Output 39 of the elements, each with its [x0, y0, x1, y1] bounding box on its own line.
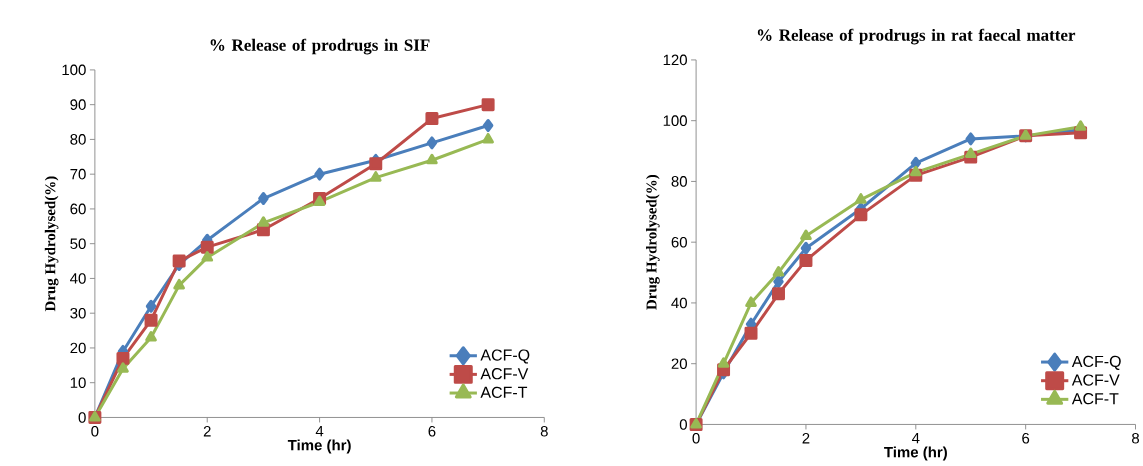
x-tick-label: 6 — [1022, 432, 1030, 444]
legend-label: ACF-Q — [480, 349, 530, 364]
y-tick-label: 60 — [671, 236, 687, 248]
y-tick-label: 10 — [70, 377, 86, 388]
legend-label: ACF-V — [480, 367, 529, 380]
legend-label: ACF-V — [1071, 374, 1120, 386]
x-tick-label: 2 — [203, 425, 211, 437]
y-tick-label: 20 — [671, 358, 687, 369]
chart-title: % Release of prodrugs in rat faecal matter — [757, 28, 1076, 45]
x-tick-label: 0 — [91, 425, 99, 437]
x-tick-label: 4 — [911, 432, 920, 444]
y-tick-label: 90 — [70, 99, 86, 110]
legend-label: ACF-T — [1071, 392, 1119, 405]
x-tick-label: 8 — [540, 425, 548, 437]
y-tick-label: 100 — [663, 115, 687, 126]
y-tick-label: 60 — [70, 203, 86, 215]
legend-label: ACF-Q — [1071, 355, 1121, 370]
x-tick-label: 0 — [692, 432, 700, 444]
x-tick-label: 8 — [1132, 432, 1140, 444]
x-tick-label: 4 — [315, 425, 324, 437]
x-axis-title: Time (hr) — [884, 446, 947, 461]
y-tick-label: 40 — [671, 297, 687, 309]
y-axis-title: Drug Hydrolysed(%) — [44, 176, 59, 312]
y-tick-label: 40 — [70, 272, 86, 284]
y-tick-label: 30 — [70, 307, 86, 319]
y-tick-label: 80 — [671, 175, 687, 187]
y-tick-label: 100 — [62, 64, 86, 76]
legend-label: ACF-T — [480, 386, 528, 398]
y-tick-label: 70 — [70, 168, 86, 180]
y-tick-label: 50 — [70, 238, 86, 249]
x-tick-label: 6 — [428, 425, 436, 437]
y-axis-title: Drug Hydrolysed(%) — [646, 174, 660, 310]
y-tick-label: 120 — [663, 54, 687, 66]
chart-title: % Release of prodrugs in SIF — [210, 38, 430, 55]
y-tick-label: 0 — [78, 411, 86, 423]
x-tick-label: 2 — [802, 432, 810, 444]
y-tick-label: 20 — [70, 342, 86, 354]
x-axis-title: Time (hr) — [287, 439, 351, 454]
y-tick-label: 80 — [70, 133, 86, 145]
